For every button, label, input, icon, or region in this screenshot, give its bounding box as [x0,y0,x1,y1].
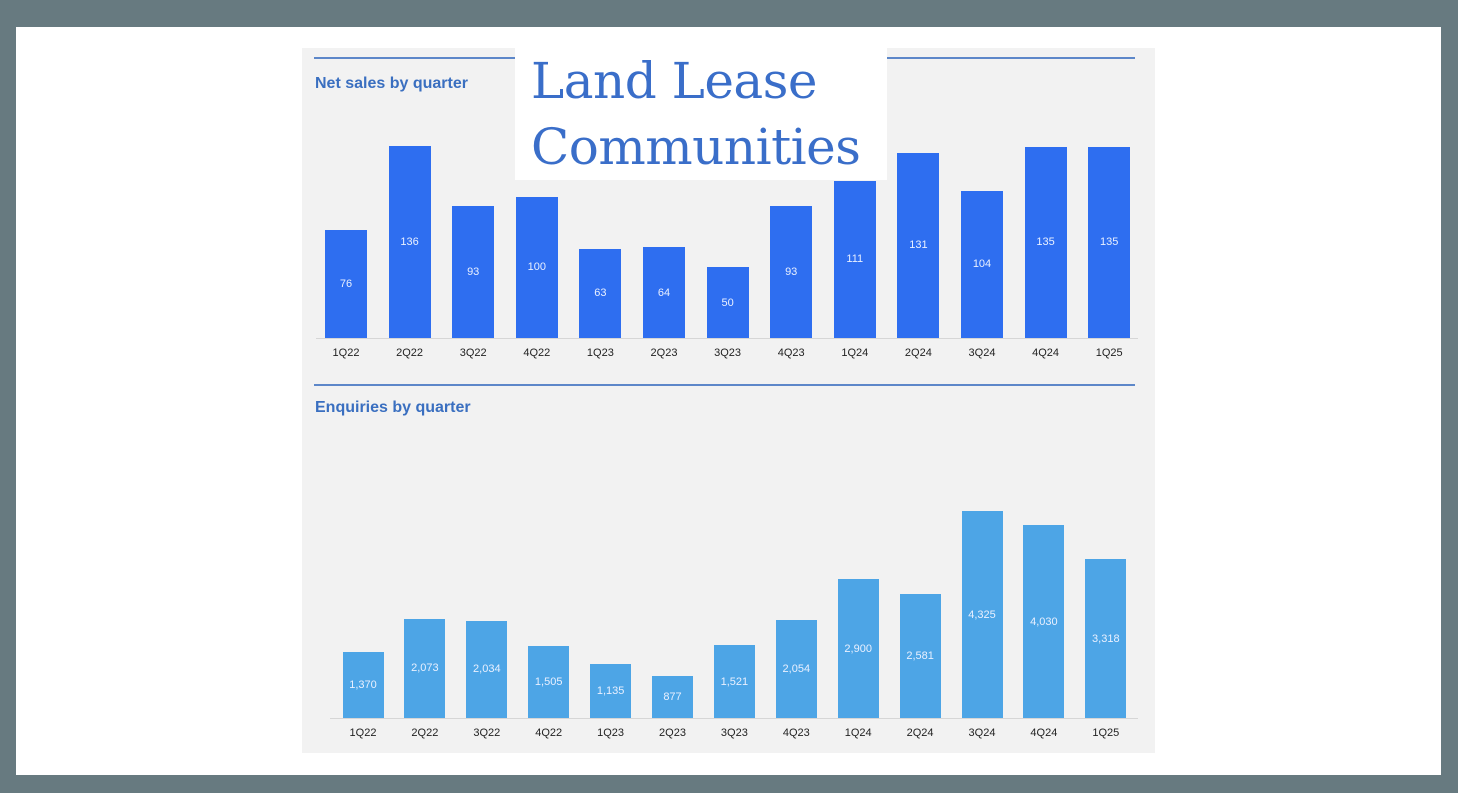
net-sales-value-label: 93 [467,266,480,279]
net-sales-x-tick-label: 3Q24 [968,347,996,359]
net-sales-title: Net sales by quarter [315,75,468,92]
net-sales-baseline [316,338,1138,339]
net-sales-x-tick-label: 1Q24 [841,347,869,359]
enquiries-x-tick-label: 2Q24 [906,727,934,739]
enquiries-value-label: 3,318 [1092,632,1120,645]
net-sales-value-label: 100 [527,261,546,274]
enquiries-x-tick-label: 4Q22 [535,727,563,739]
enquiries-bar: 2,581 [899,594,941,718]
net-sales-value-label: 111 [846,253,864,266]
enquiries-value-label: 2,054 [782,662,811,675]
enquiries-x-tick-label: 1Q24 [844,727,872,739]
enquiries-bar: 1,135 [590,663,632,718]
enquiries-x-tick-label: 1Q22 [349,727,377,739]
net-sales-x-tick-label: 3Q22 [459,347,487,359]
net-sales-bar: 111 [833,180,876,338]
net-sales-value-label: 135 [1100,236,1119,249]
net-sales-bar: 131 [897,152,940,338]
net-sales-x-tick-label: 1Q22 [332,347,360,359]
enquiries-x-tick-label: 2Q22 [411,727,439,739]
enquiries-bar: 4,325 [961,511,1003,718]
net-sales-bar: 93 [770,206,813,338]
net-sales-x-tick-label: 1Q23 [586,347,614,359]
net-sales-bar: 136 [388,145,431,338]
net-sales-value-label: 93 [785,266,798,279]
net-sales-bar: 63 [579,248,622,338]
net-sales-value-label: 76 [339,278,353,291]
enquiries-value-label: 2,581 [906,650,934,663]
enquiries-value-label: 877 [663,691,682,703]
enquiries-bar: 1,505 [528,645,570,718]
enquiries-bar: 2,054 [775,619,817,718]
net-sales-x-tick-label: 1Q25 [1095,347,1123,359]
net-sales-x-tick-label: 4Q24 [1032,347,1060,359]
enquiries-x-tick-label: 4Q23 [782,727,810,739]
title-overlay: Land Lease Communities [515,48,887,180]
enquiries-value-label: 4,325 [968,608,996,621]
net-sales-x-tick-label: 4Q22 [523,347,551,359]
enquiries-bar: 1,521 [713,645,755,718]
enquiries-bar: 2,034 [466,620,508,718]
enquiries-value-label: 2,900 [844,642,872,655]
net-sales-bar: 135 [1088,146,1131,338]
enquiries-bar: 877 [652,676,693,718]
enquiries-top-rule [314,384,1135,386]
net-sales-bar: 104 [961,190,1003,338]
enquiries-value-label: 2,073 [411,662,439,675]
enquiries-x-tick-label: 4Q24 [1030,727,1058,739]
net-sales-bar: 135 [1024,146,1067,338]
net-sales-bar: 93 [452,206,495,338]
enquiries-x-tick-label: 2Q23 [659,727,686,739]
net-sales-bar: 76 [325,230,367,338]
net-sales-x-tick-label: 2Q22 [396,347,424,359]
enquiries-value-label: 2,034 [473,663,501,676]
overlay-title-line2: Communities [531,118,861,176]
net-sales-value-label: 64 [657,286,671,299]
net-sales-bar: 100 [515,196,558,338]
net-sales-bar: 50 [706,267,749,338]
enquiries-value-label: 4,030 [1030,615,1058,628]
net-sales-value-label: 50 [721,296,734,309]
net-sales-x-tick-label: 3Q23 [714,347,742,359]
enquiries-x-tick-label: 3Q24 [968,727,996,739]
net-sales-value-label: 135 [1036,236,1055,249]
net-sales-value-label: 136 [400,235,419,248]
enquiries-x-tick-label: 3Q22 [473,727,501,739]
net-sales-x-tick-label: 2Q23 [650,347,678,359]
enquiries-baseline [330,718,1138,719]
net-sales-bar: 64 [643,247,685,338]
net-sales-value-label: 131 [909,239,928,252]
enquiries-title: Enquiries by quarter [315,399,471,416]
enquiries-x-tick-label: 1Q25 [1092,727,1120,739]
enquiries-value-label: 1,370 [349,679,377,692]
enquiries-bar: 1,370 [342,652,384,718]
net-sales-value-label: 104 [972,258,992,271]
enquiries-bar: 2,073 [404,618,446,718]
enquiries-value-label: 1,521 [720,675,749,688]
enquiries-x-tick-label: 3Q23 [720,727,748,739]
enquiries-bar: 2,900 [837,579,879,718]
enquiries-bar: 4,030 [1023,525,1065,718]
enquiries-value-label: 1,505 [534,675,563,688]
net-sales-value-label: 63 [594,287,607,300]
overlay-title-line1: Land Lease [531,52,817,110]
enquiries-value-label: 1,135 [596,684,625,697]
enquiries-x-tick-label: 1Q23 [597,727,625,739]
net-sales-x-tick-label: 2Q24 [904,347,932,359]
enquiries-bar: 3,318 [1085,559,1127,718]
net-sales-x-tick-label: 4Q23 [777,347,805,359]
